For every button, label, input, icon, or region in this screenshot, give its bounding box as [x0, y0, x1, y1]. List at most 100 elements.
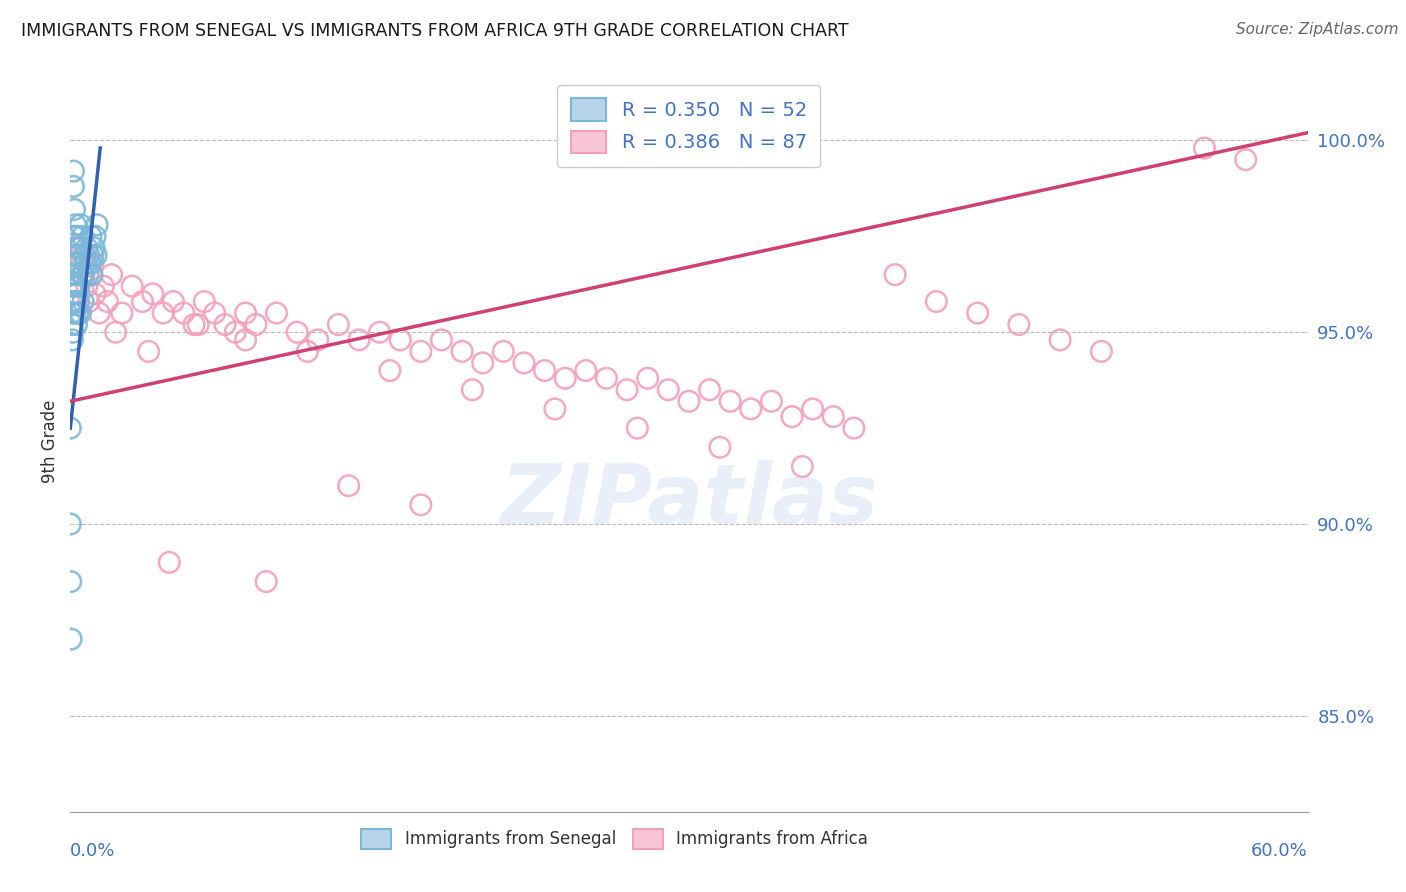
Point [533, 363, 555, 377]
Point [67, 294, 90, 309]
Point [77, 294, 100, 309]
Point [80, 268, 103, 282]
Point [63, 294, 86, 309]
Point [72, 229, 94, 244]
Point [823, 409, 845, 424]
Point [69, 218, 91, 232]
Point [62, 164, 84, 178]
Point [718, 394, 741, 409]
Point [66, 286, 89, 301]
Point [80, 268, 103, 282]
Point [65, 294, 87, 309]
Point [60, 333, 83, 347]
Point [235, 333, 257, 347]
Point [63, 202, 86, 217]
Point [131, 294, 153, 309]
Point [111, 306, 134, 320]
Point [471, 356, 494, 370]
Point [65, 268, 87, 282]
Point [84, 229, 107, 244]
Point [378, 363, 401, 377]
Point [709, 440, 731, 454]
Point [451, 344, 474, 359]
Point [62, 325, 84, 339]
Point [1090, 344, 1112, 359]
Point [67, 306, 90, 320]
Point [59, 574, 82, 589]
Point [77, 248, 100, 262]
Point [1194, 141, 1216, 155]
Point [70, 248, 93, 262]
Point [657, 383, 679, 397]
Point [152, 306, 174, 320]
Point [187, 318, 209, 332]
Point [59, 516, 82, 531]
Point [65, 248, 87, 262]
Point [84, 286, 107, 301]
Point [626, 421, 648, 435]
Point [409, 498, 432, 512]
Point [67, 279, 90, 293]
Point [347, 333, 370, 347]
Point [73, 268, 96, 282]
Point [60, 294, 83, 309]
Point [67, 248, 90, 262]
Point [430, 333, 453, 347]
Point [842, 421, 865, 435]
Point [73, 248, 96, 262]
Point [82, 256, 104, 270]
Point [513, 356, 536, 370]
Point [80, 229, 103, 244]
Point [65, 218, 87, 232]
Point [84, 248, 107, 262]
Point [235, 306, 257, 320]
Point [60, 632, 83, 646]
Point [62, 179, 84, 194]
Point [66, 306, 89, 320]
Point [761, 394, 783, 409]
Point [254, 574, 277, 589]
Point [138, 344, 160, 359]
Point [63, 229, 86, 244]
Point [59, 421, 82, 435]
Point [121, 279, 143, 293]
Point [544, 401, 567, 416]
Point [76, 268, 98, 282]
Point [69, 306, 91, 320]
Point [224, 325, 246, 339]
Point [75, 256, 97, 270]
Point [67, 256, 90, 270]
Point [72, 268, 94, 282]
Point [214, 318, 236, 332]
Point [575, 363, 598, 377]
Point [389, 333, 412, 347]
Text: 60.0%: 60.0% [1251, 842, 1308, 861]
Point [368, 325, 391, 339]
Point [1234, 153, 1257, 167]
Point [63, 306, 86, 320]
Point [60, 268, 83, 282]
Point [409, 344, 432, 359]
Point [62, 256, 84, 270]
Point [72, 294, 94, 309]
Point [337, 478, 360, 492]
Point [76, 241, 98, 255]
Point [104, 325, 127, 339]
Point [76, 279, 98, 293]
Point [266, 306, 288, 320]
Point [70, 268, 93, 282]
Point [69, 241, 91, 255]
Point [91, 279, 114, 293]
Legend: Immigrants from Senegal, Immigrants from Africa: Immigrants from Senegal, Immigrants from… [354, 822, 875, 855]
Point [142, 286, 165, 301]
Point [60, 318, 83, 332]
Text: ZIPatlas: ZIPatlas [501, 460, 877, 541]
Point [66, 229, 89, 244]
Point [699, 383, 721, 397]
Point [780, 409, 803, 424]
Point [461, 383, 484, 397]
Point [297, 344, 319, 359]
Point [678, 394, 700, 409]
Point [60, 256, 83, 270]
Point [79, 256, 101, 270]
